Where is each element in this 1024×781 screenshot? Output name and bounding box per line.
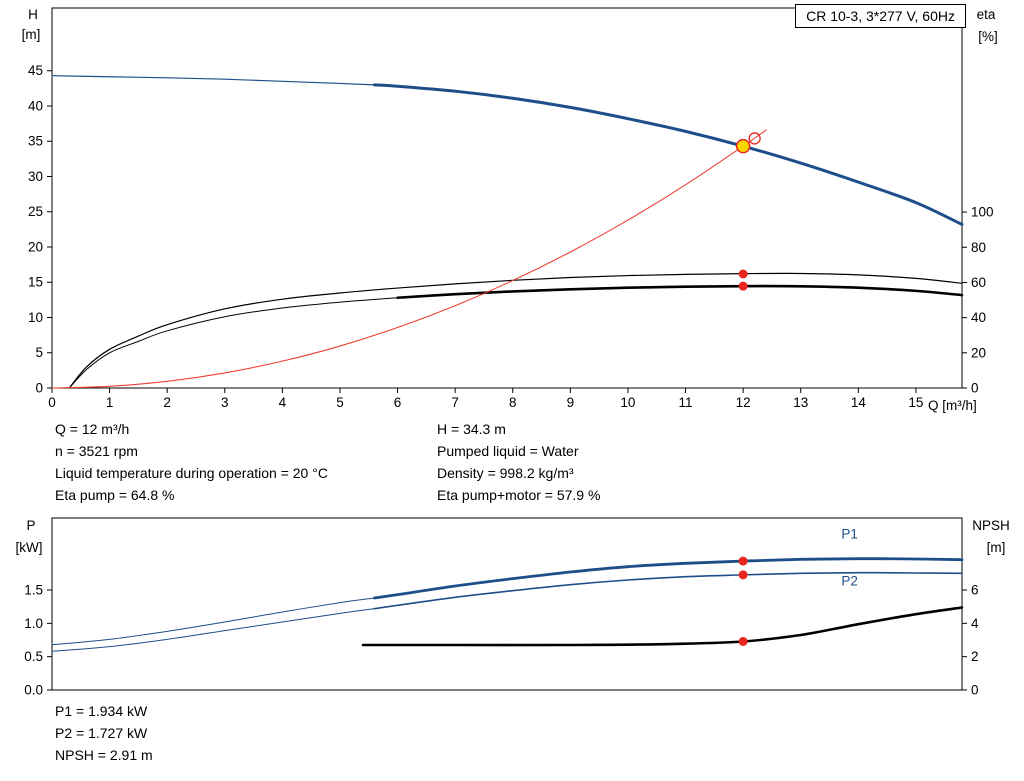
duty-point — [735, 138, 751, 154]
npsh-value-text: NPSH = 2.91 m — [55, 747, 153, 763]
svg-text:11: 11 — [679, 395, 693, 410]
eta-pump-motor-curve-low-flow — [68, 297, 399, 389]
svg-text:4: 4 — [971, 616, 979, 631]
qh-efficiency-chart: 0 1 2 3 4 5 6 7 8 9 10 11 12 13 14 15051015202530354045… — [22, 7, 998, 413]
svg-text:[kW]: [kW] — [16, 540, 43, 555]
svg-text:2: 2 — [163, 395, 171, 410]
svg-text:15: 15 — [908, 395, 923, 410]
svg-text:5: 5 — [35, 345, 43, 360]
svg-text:0: 0 — [48, 395, 56, 410]
p1-curve — [373, 557, 964, 600]
pumped-liquid-text: Pumped liquid = Water — [437, 443, 579, 459]
liquid-temperature-text: Liquid temperature during operation = 20… — [55, 465, 328, 481]
svg-text:[%]: [%] — [978, 29, 998, 44]
density-text: Density = 998.2 kg/m³ — [437, 465, 574, 481]
duty-head-text: H = 34.3 m — [437, 421, 506, 437]
npsh-curve — [361, 606, 964, 647]
svg-text:20: 20 — [28, 239, 43, 254]
svg-text:4: 4 — [279, 395, 287, 410]
svg-text:100: 100 — [971, 205, 994, 220]
svg-text:Q [m³/h]: Q [m³/h] — [928, 398, 977, 413]
npsh-duty-dot — [738, 637, 748, 646]
svg-text:20: 20 — [971, 345, 986, 360]
svg-text:35: 35 — [28, 134, 43, 149]
svg-text:1.5: 1.5 — [24, 583, 43, 598]
svg-text:8: 8 — [509, 395, 517, 410]
power-npsh-chart: 0.0 0.5 1.0 1.5 0 2 4 6 P [kW] NPSH [m] P1 P2 — [16, 517, 1010, 698]
eta-pump-motor-text: Eta pump+motor = 57.9 % — [437, 487, 601, 503]
power-npsh-values-column: P1 = 1.934 kW P2 = 1.727 kW NPSH = 2.91 … — [55, 700, 153, 766]
svg-text:0.0: 0.0 — [24, 683, 43, 698]
svg-text:H: H — [28, 7, 38, 22]
eta-pump-duty-dot — [738, 269, 748, 279]
svg-text:15: 15 — [28, 275, 43, 290]
svg-text:1: 1 — [106, 395, 114, 410]
p1-value-text: P1 = 1.934 kW — [55, 703, 148, 719]
duty-flow-text: Q = 12 m³/h — [55, 421, 130, 437]
svg-text:eta: eta — [977, 7, 996, 22]
p2-duty-dot — [738, 570, 748, 580]
svg-text:0: 0 — [971, 683, 979, 698]
eta-pump-text: Eta pump = 64.8 % — [55, 487, 175, 503]
svg-text:13: 13 — [793, 395, 808, 410]
svg-text:0: 0 — [971, 381, 979, 396]
svg-text:40: 40 — [971, 310, 986, 325]
duty-info-left-column: Q = 12 m³/h n = 3521 rpm Liquid temperat… — [55, 418, 328, 506]
svg-text:45: 45 — [28, 63, 43, 78]
head-curve — [373, 83, 964, 226]
speed-text: n = 3521 rpm — [55, 443, 138, 459]
svg-text:P2: P2 — [841, 573, 858, 588]
svg-text:60: 60 — [971, 275, 986, 290]
eta-pump-motor-curve — [396, 284, 964, 300]
head-curve-low-flow — [51, 75, 376, 86]
p2-value-text: P2 = 1.727 kW — [55, 725, 148, 741]
pump-model-badge: CR 10-3, 3*277 V, 60Hz — [795, 4, 966, 28]
svg-text:6: 6 — [394, 395, 402, 410]
p2-curve — [373, 571, 963, 610]
svg-text:[m]: [m] — [22, 27, 41, 42]
eta-pump-curve — [68, 272, 963, 389]
svg-text:7: 7 — [451, 395, 459, 410]
p2-curve-low-flow — [51, 608, 376, 652]
svg-text:5: 5 — [336, 395, 344, 410]
p1-duty-dot — [738, 556, 748, 566]
svg-text:[m]: [m] — [987, 540, 1006, 555]
duty-info-right-column: H = 34.3 m Pumped liquid = Water Density… — [437, 418, 600, 506]
svg-text:12: 12 — [736, 395, 751, 410]
svg-text:80: 80 — [971, 240, 986, 255]
svg-text:6: 6 — [971, 583, 979, 598]
svg-text:10: 10 — [620, 395, 635, 410]
eta-pump-motor-duty-dot — [738, 281, 748, 291]
svg-text:0.5: 0.5 — [24, 649, 43, 664]
svg-text:P: P — [26, 518, 35, 533]
svg-text:1.0: 1.0 — [24, 616, 43, 631]
svg-text:2: 2 — [971, 649, 979, 664]
system-intersection-ring — [748, 132, 761, 145]
svg-text:NPSH: NPSH — [972, 518, 1010, 533]
svg-text:40: 40 — [28, 98, 43, 113]
svg-text:0: 0 — [35, 381, 43, 396]
system-curve — [51, 129, 767, 389]
svg-text:9: 9 — [567, 395, 575, 410]
p1-curve-low-flow — [51, 597, 376, 646]
svg-text:P1: P1 — [841, 527, 858, 542]
svg-text:30: 30 — [28, 169, 43, 184]
svg-text:3: 3 — [221, 395, 229, 410]
svg-text:14: 14 — [851, 395, 867, 410]
svg-text:10: 10 — [28, 310, 43, 325]
svg-text:25: 25 — [28, 204, 43, 219]
